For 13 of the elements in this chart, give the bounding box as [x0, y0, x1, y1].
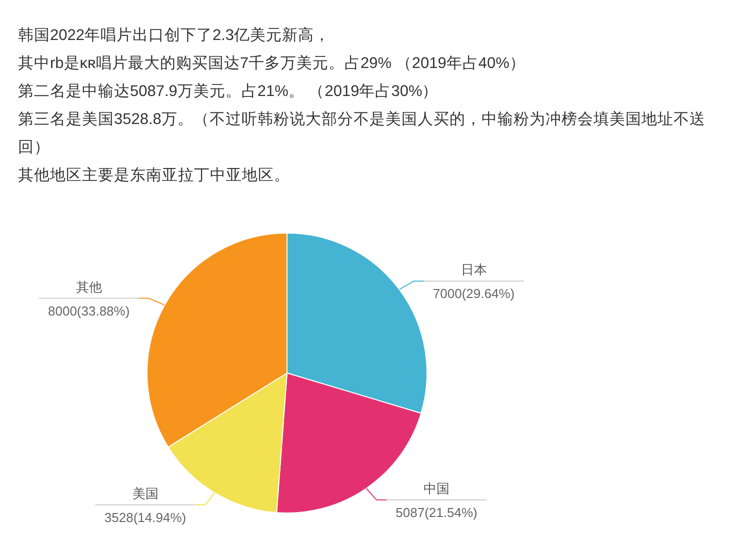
text: 其他地区主要是东南亚拉丁中亚地区。 — [18, 166, 291, 186]
text: 第三名是美国3528.8万。（不过听韩粉说大部分不是美国人买的，中输粉为冲榜会填美国地址不送回） — [18, 110, 706, 158]
text: 第二名是中输达5087.9万美元。占21%。 （2019年占30%） — [18, 82, 440, 102]
text: 其中rb是ᴋʀ唱片最大的购买国达7千多万美元。占29% （2019年占40%） — [18, 54, 526, 74]
slice-label: 美国 — [132, 486, 158, 501]
data-label: 3528(14.94%) — [104, 510, 186, 525]
slice-label: 日本 — [460, 262, 487, 278]
slice-label: 其他 — [76, 279, 102, 294]
data-label: 7000(29.64%) — [432, 286, 515, 302]
chart-title: 韩国2022年唱片出口创下了2.3亿美元新高， — [18, 26, 332, 46]
slice-label: 中国 — [424, 480, 450, 496]
data-label: 5087(21.54%) — [396, 504, 478, 520]
data-label: 8000(33.88%) — [48, 303, 130, 318]
